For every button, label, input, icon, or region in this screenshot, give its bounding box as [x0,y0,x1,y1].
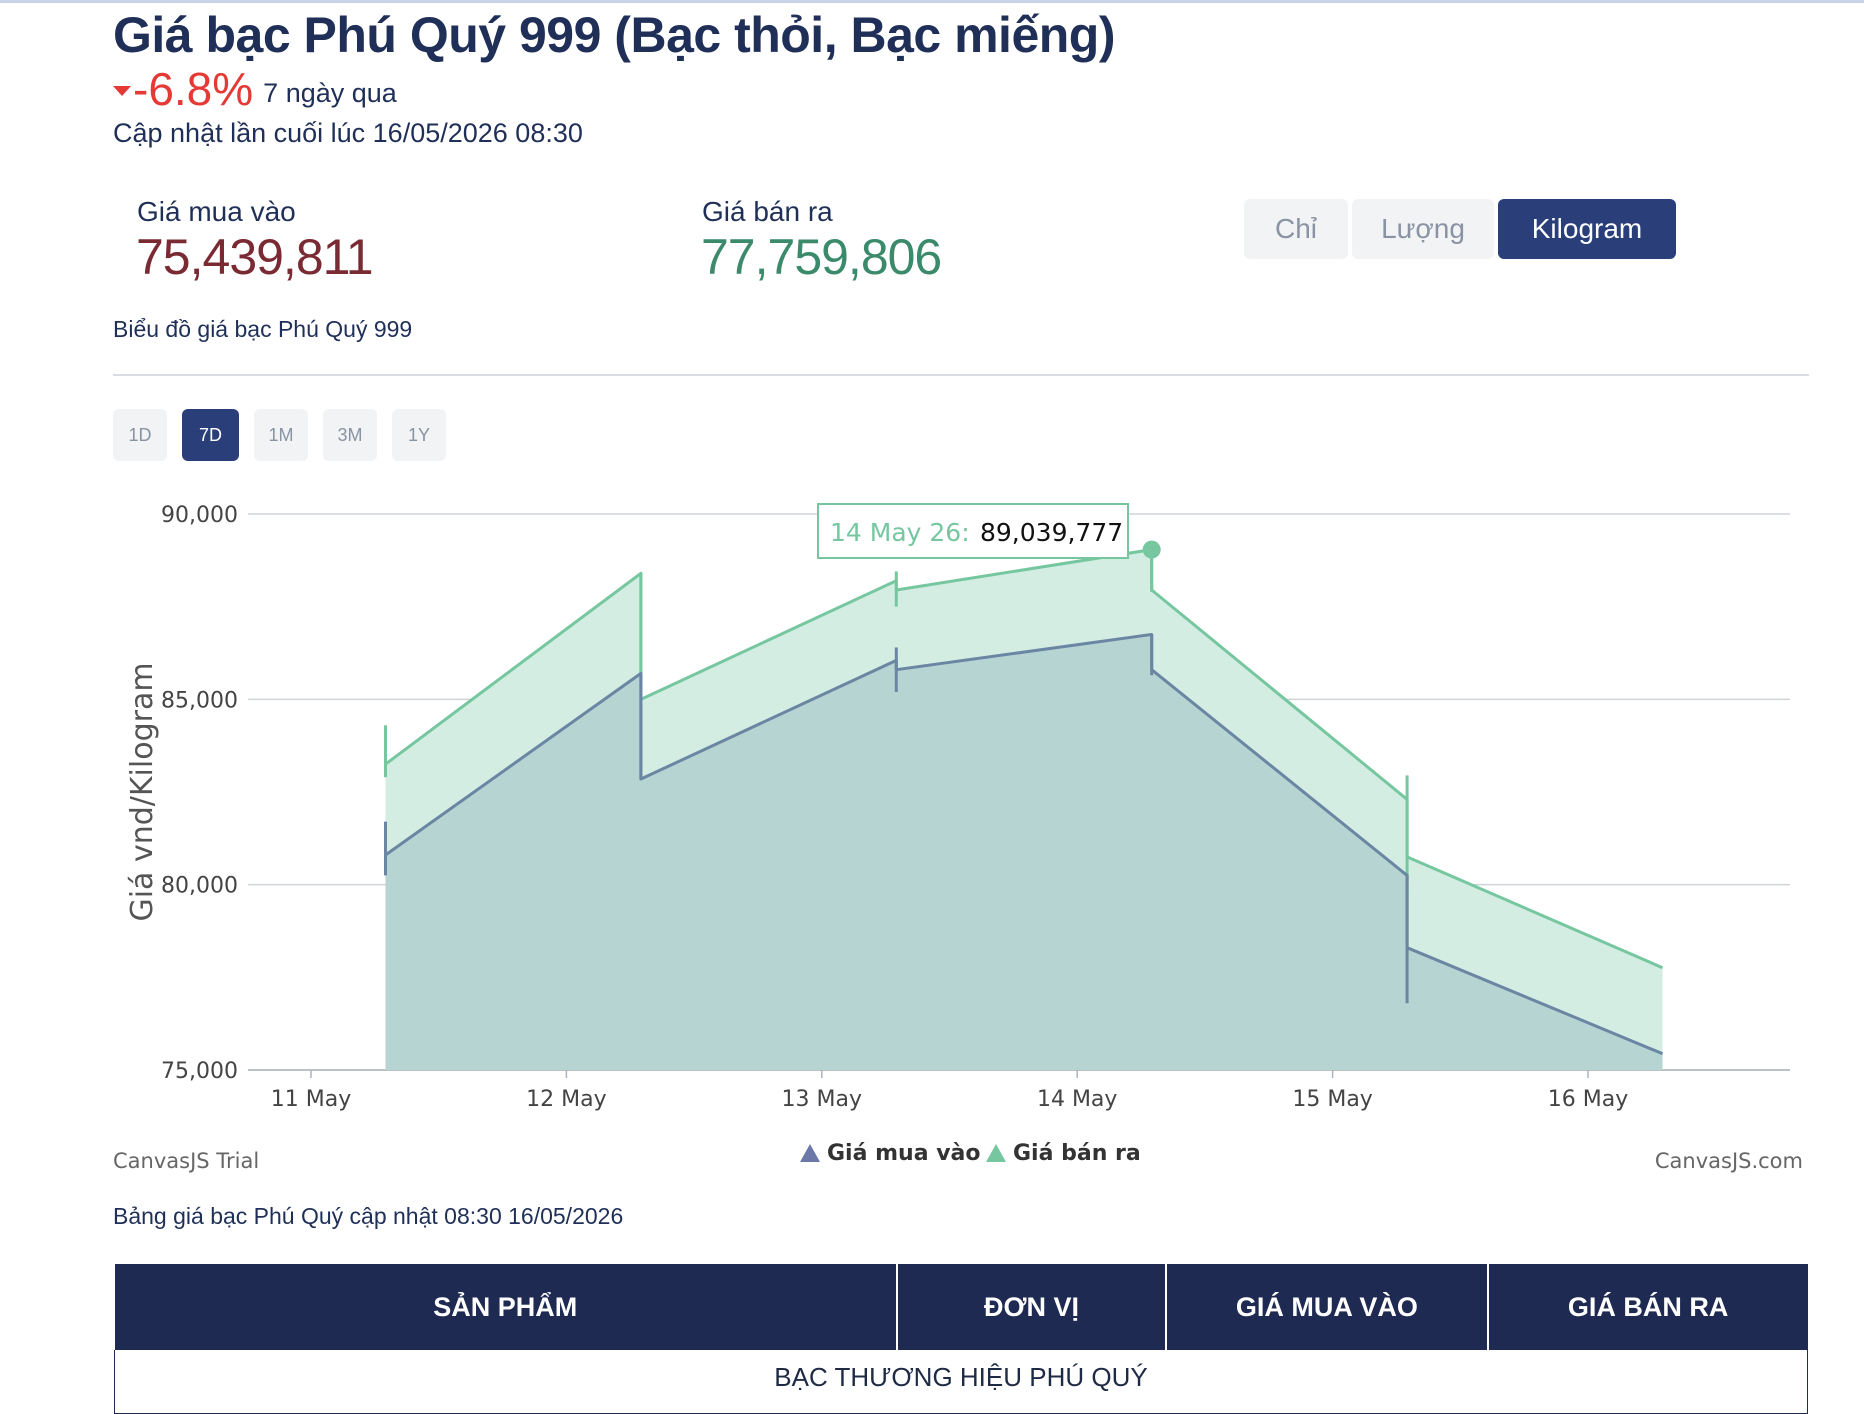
x-tick-label: 15 May [1292,1087,1372,1112]
range-tab-1d[interactable]: 1D [113,409,167,461]
x-tick-label: 13 May [782,1087,862,1112]
price-table: SẢN PHẨM ĐƠN VỊ GIÁ MUA VÀO GIÁ BÁN RA B… [114,1264,1808,1414]
chart-caption: Biểu đồ giá bạc Phú Quý 999 [113,316,413,342]
price-chart[interactable]: 75,000 80,000 85,000 90,000 11 May 12 May 13 M… [0,470,1864,1200]
legend-sell-icon [986,1144,1006,1162]
credit-trial: CanvasJS Trial [113,1149,259,1173]
col-sell: GIÁ BÁN RA [1487,1264,1808,1350]
sell-price-label: Giá bán ra [702,196,833,227]
x-tick-label: 12 May [526,1087,606,1112]
range-tab-3m[interactable]: 3M [323,409,377,461]
x-tick-label: 14 May [1037,1087,1117,1112]
col-product: SẢN PHẨM [114,1264,899,1350]
unit-tab-luong[interactable]: Lượng [1352,199,1494,259]
y-axis-title: Giá vnd/Kilogram [125,662,160,921]
legend-sell-label: Giá bán ra [1013,1141,1141,1166]
page-title: Giá bạc Phú Quý 999 (Bạc thỏi, Bạc miếng… [113,7,1116,63]
table-section-label: BẠC THƯƠNG HIỆU PHÚ QUÝ [114,1350,1808,1414]
tooltip-label: 14 May 26: [830,518,970,547]
sell-price-value: 77,759,806 [701,229,942,285]
change-period: 7 ngày qua [263,77,397,108]
price-change: -6.8% 7 ngày qua [113,62,397,116]
divider [113,374,1809,376]
x-tick-label: 16 May [1548,1087,1628,1112]
buy-price-label: Giá mua vào [137,196,296,227]
table-row: BẠC THƯƠNG HIỆU PHÚ QUÝ [114,1350,1808,1414]
col-buy: GIÁ MUA VÀO [1166,1264,1489,1350]
legend-buy-label: Giá mua vào [827,1141,981,1166]
y-tick-label: 85,000 [161,688,238,713]
top-border [0,0,1864,3]
tooltip-value: 89,039,777 [980,518,1123,547]
range-tab-1y[interactable]: 1Y [392,409,446,461]
tooltip-box [817,503,1129,559]
y-tick-label: 80,000 [161,874,238,899]
buy-price-value: 75,439,811 [136,229,374,285]
unit-tab-kilogram[interactable]: Kilogram [1498,199,1676,259]
last-updated: Cập nhật lần cuối lúc 16/05/2026 08:30 [113,118,583,148]
unit-selector: Chỉ Lượng Kilogram [1244,199,1676,259]
caret-down-icon [113,86,131,96]
highlight-point [1142,540,1161,559]
col-unit: ĐƠN VỊ [897,1264,1168,1350]
x-tick-label: 11 May [271,1087,351,1112]
unit-tab-chi[interactable]: Chỉ [1244,199,1348,259]
range-tab-7d[interactable]: 7D [182,409,239,461]
y-tick-label: 90,000 [161,503,238,528]
table-caption: Bảng giá bạc Phú Quý cập nhật 08:30 16/0… [113,1203,624,1229]
table-header-row: SẢN PHẨM ĐƠN VỊ GIÁ MUA VÀO GIÁ BÁN RA [114,1264,1808,1350]
y-tick-label: 75,000 [161,1059,238,1084]
change-percent: -6.8% [133,63,254,115]
range-selector: 1D 7D 1M 3M 1Y [113,409,446,461]
series-0-area [385,634,1663,1070]
credit-link: CanvasJS.com [1655,1149,1803,1173]
legend-buy-icon [800,1144,820,1162]
range-tab-1m[interactable]: 1M [254,409,308,461]
